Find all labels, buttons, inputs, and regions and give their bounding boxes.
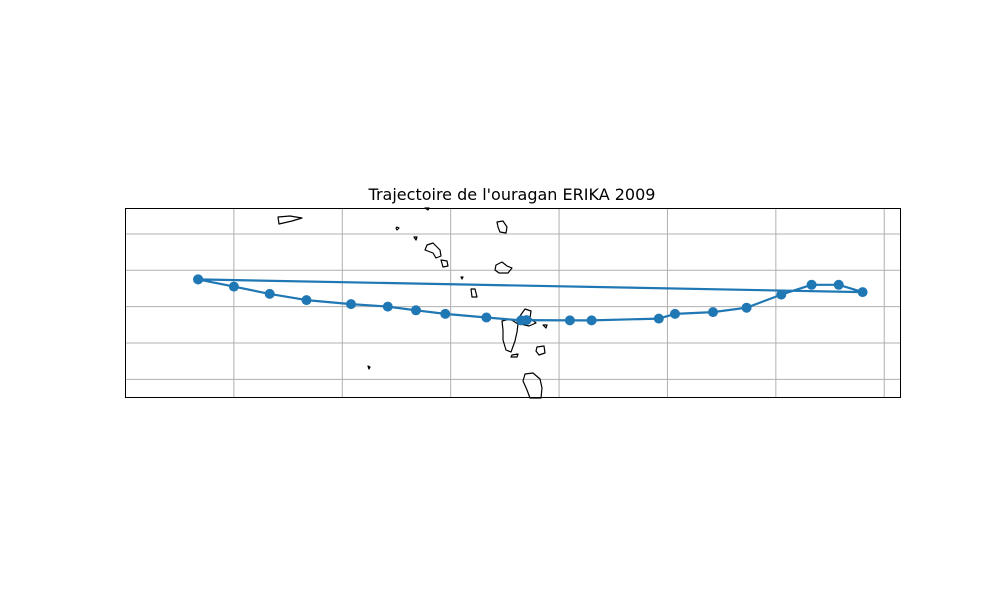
track-line xyxy=(197,278,864,322)
coastline-island xyxy=(470,288,478,298)
coastline-island xyxy=(494,261,513,274)
track-point xyxy=(346,299,356,310)
track-point xyxy=(440,308,451,319)
track-point xyxy=(776,289,787,300)
coastline-island xyxy=(440,259,449,268)
coastline-island xyxy=(277,215,303,225)
track-point xyxy=(857,287,868,298)
coastline-island xyxy=(424,242,442,259)
coastline-island xyxy=(496,220,508,234)
track-point xyxy=(382,301,393,312)
track-point xyxy=(653,313,664,324)
track-point xyxy=(193,274,204,285)
map-area xyxy=(125,207,901,399)
track-point xyxy=(264,288,275,299)
map-title: Trajectoire de l'ouragan ERIKA 2009 xyxy=(368,185,656,204)
coastline-island xyxy=(510,353,519,358)
track-point xyxy=(708,307,718,318)
graticule xyxy=(125,208,901,398)
track-point xyxy=(521,315,532,326)
coastline-island xyxy=(367,365,371,370)
map-frame xyxy=(125,208,901,398)
coastline-island xyxy=(413,236,418,241)
coastline-island xyxy=(395,226,400,231)
coastline-island xyxy=(542,324,548,329)
coastline-island xyxy=(501,318,519,353)
track-point xyxy=(586,315,597,326)
storm-track xyxy=(193,274,868,326)
track-point xyxy=(481,312,492,323)
coastline-island xyxy=(522,372,543,399)
coastline-island xyxy=(460,276,464,280)
track-point xyxy=(228,281,239,292)
coastline-island xyxy=(535,345,546,356)
track-point xyxy=(741,302,752,313)
track-point xyxy=(833,279,844,290)
track-point xyxy=(670,308,680,319)
coastlines xyxy=(277,207,548,399)
track-point xyxy=(411,305,421,316)
track-point xyxy=(301,295,312,306)
track-point xyxy=(564,315,575,326)
track-point xyxy=(806,279,817,290)
